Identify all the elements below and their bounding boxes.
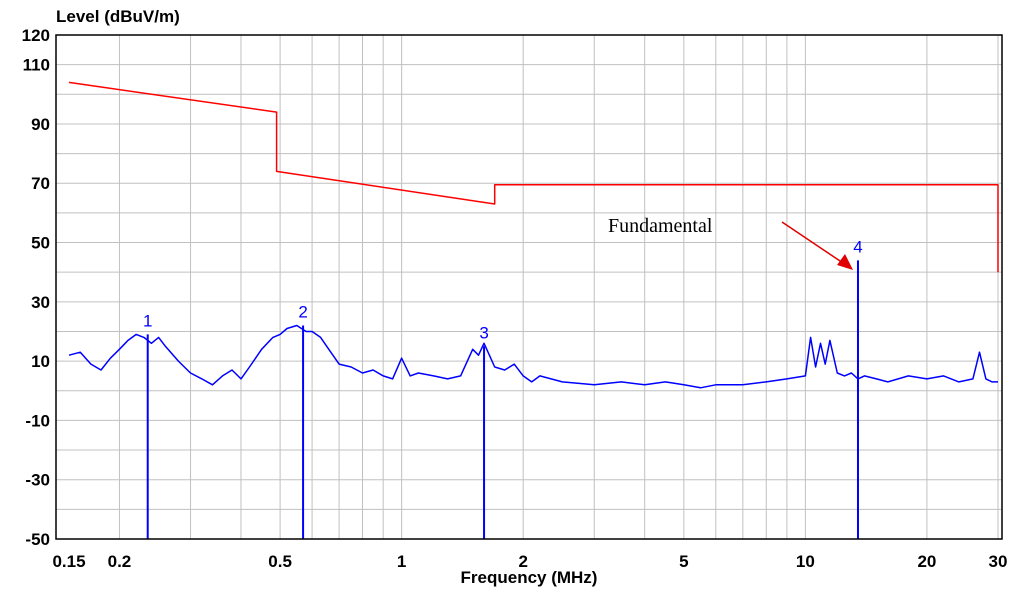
y-tick-label: 110 [23, 56, 50, 75]
marker-layer: 1 2 3 4 [143, 237, 863, 539]
x-tick-label: 10 [796, 552, 815, 571]
y-tick-label: -50 [25, 530, 50, 549]
plot-frame [55, 34, 1003, 540]
x-tick-label: 0.2 [108, 552, 132, 571]
y-tick-label: 90 [31, 115, 50, 134]
x-tick-label: 2 [518, 552, 527, 571]
series-line-measurement [68, 324, 998, 389]
y-tick-label: 10 [31, 352, 50, 371]
x-tick-label: 30 [989, 552, 1008, 571]
fundamental-annotation: Fundamental [608, 215, 853, 270]
x-tick-label: 1 [397, 552, 406, 571]
series-line-limit [68, 81, 999, 273]
annotation-arrow-head [837, 254, 853, 270]
marker-label: 4 [853, 237, 862, 256]
x-tick-label: 20 [917, 552, 936, 571]
marker-label: 2 [298, 303, 307, 322]
series-layer [68, 81, 999, 389]
annotation-arrow-line [781, 221, 847, 266]
x-tick-label: 5 [679, 552, 688, 571]
y-tick-label: -30 [25, 471, 50, 490]
tick-labels: 0.15 0.2 0.5 1 2 5 10 20 30 120 110 90 70 50 30 10 -10 -3… [22, 26, 1008, 571]
marker-label: 1 [143, 311, 152, 330]
y-tick-label: -10 [25, 411, 50, 430]
y-tick-label: 120 [22, 26, 50, 45]
x-tick-label: 0.5 [268, 552, 292, 571]
annotation-fundamental: Fundamental [608, 215, 713, 237]
marker-label: 3 [479, 323, 488, 342]
y-tick-label: 70 [31, 174, 50, 193]
y-tick-label: 30 [31, 293, 50, 312]
x-axis-title: Frequency (MHz) [461, 568, 598, 587]
y-tick-label: 50 [31, 234, 50, 253]
y-axis-title: Level (dBuV/m) [56, 7, 180, 26]
x-tick-label: 0.15 [52, 552, 85, 571]
